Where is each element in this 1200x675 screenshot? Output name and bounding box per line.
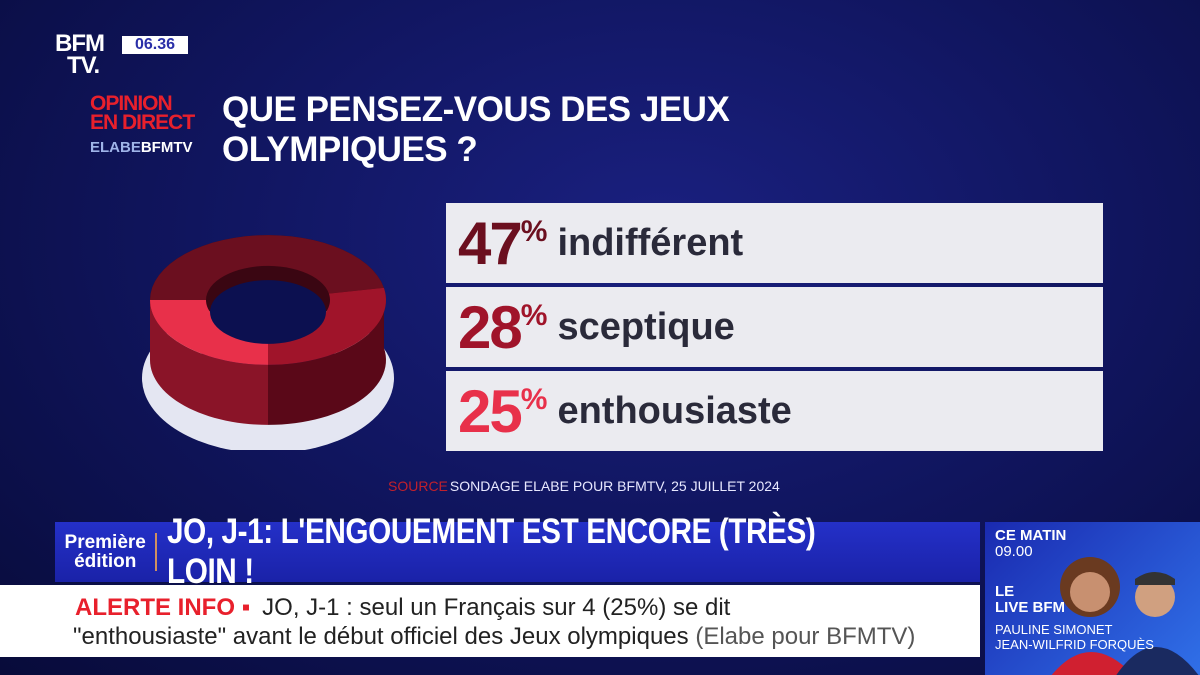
bfmtv-logo: BFM TV. [55,30,105,79]
slot2-line1: LE [995,583,1015,600]
category-label: sceptique [557,305,735,348]
percent-sign: % [520,215,548,248]
show-name: Première édition [55,532,158,572]
category-label: indifférent [557,221,744,264]
logo-line1: BFM [55,30,105,57]
presenters-photo [1051,557,1199,675]
value: 47 [458,209,523,277]
donut-inner-opening [210,280,326,344]
title-line1: QUE PENSEZ-VOUS DES JEUX [222,90,730,129]
title-line2: OLYMPIQUES ? [222,130,478,169]
segment-line1: OPINION [90,92,173,115]
result-row: 28% sceptique [446,287,1103,367]
donut-chart [142,235,394,450]
host2: JEAN-WILFRID FORQUÈS [995,637,1154,652]
segment-logo: OPINION EN DIRECT [90,92,195,134]
partner-name: ELABE [90,139,141,156]
donut-slice-enthousiaste [150,300,268,365]
news-ticker: ALERTE INFO ▪ JO, J-1 : seul un Français … [0,585,980,657]
donut-slice-enthousiaste-side [150,300,268,425]
donut-slice-indifférent [150,235,384,300]
show-line1: Première [64,532,146,553]
headline-banner: Première édition JO, J-1: L'ENGOUEMENT ES… [55,512,980,591]
result-row: 25% enthousiaste [446,371,1103,451]
alert-label: ALERTE INFO ▪ [75,594,251,621]
ticker-line2: "enthousiaste" avant le début officiel d… [73,623,689,650]
host1: PAULINE SIMONET [995,622,1113,637]
slot2-line2: LIVE BFM [995,599,1065,616]
result-row: 47% indifférent [446,203,1103,283]
ticker-line1: JO, J-1 : seul un Français sur 4 (25%) s… [262,594,731,621]
donut-slice-sceptique [268,287,386,365]
source-label: SOURCE [388,478,448,494]
partner-brand: BFMTV [140,139,193,156]
segment-line2: EN DIRECT [90,111,195,134]
slot1-title: CE MATIN [995,527,1067,544]
donut-slice-sceptique-side [268,287,386,425]
slot1-time: 09.00 [995,543,1033,560]
percent-sign: % [520,299,548,332]
poll-title: QUE PENSEZ-VOUS DES JEUX OLYMPIQUES ? [222,90,730,170]
category-label: enthousiaste [557,389,792,432]
value: 28 [458,293,523,361]
schedule-panel: CE MATIN 09.00 LE LIVE BFM PAULINE SIMON… [985,522,1200,675]
show-line2: édition [74,551,137,572]
clock: 06.36 [122,36,188,54]
logo-line2: TV. [67,52,100,79]
partner-logo: ELABEBFMTV [90,139,193,156]
ticker-attribution: (Elabe pour BFMTV) [695,623,916,650]
source-text: SONDAGE ELABE POUR BFMTV, 25 JUILLET 202… [449,478,780,494]
percent-sign: % [520,383,548,416]
value: 25 [458,377,523,445]
headline: JO, J-1: L'ENGOUEMENT EST ENCORE (TRÈS) … [167,512,816,591]
source-line: SOURCE SONDAGE ELABE POUR BFMTV, 25 JUILL… [388,478,780,494]
